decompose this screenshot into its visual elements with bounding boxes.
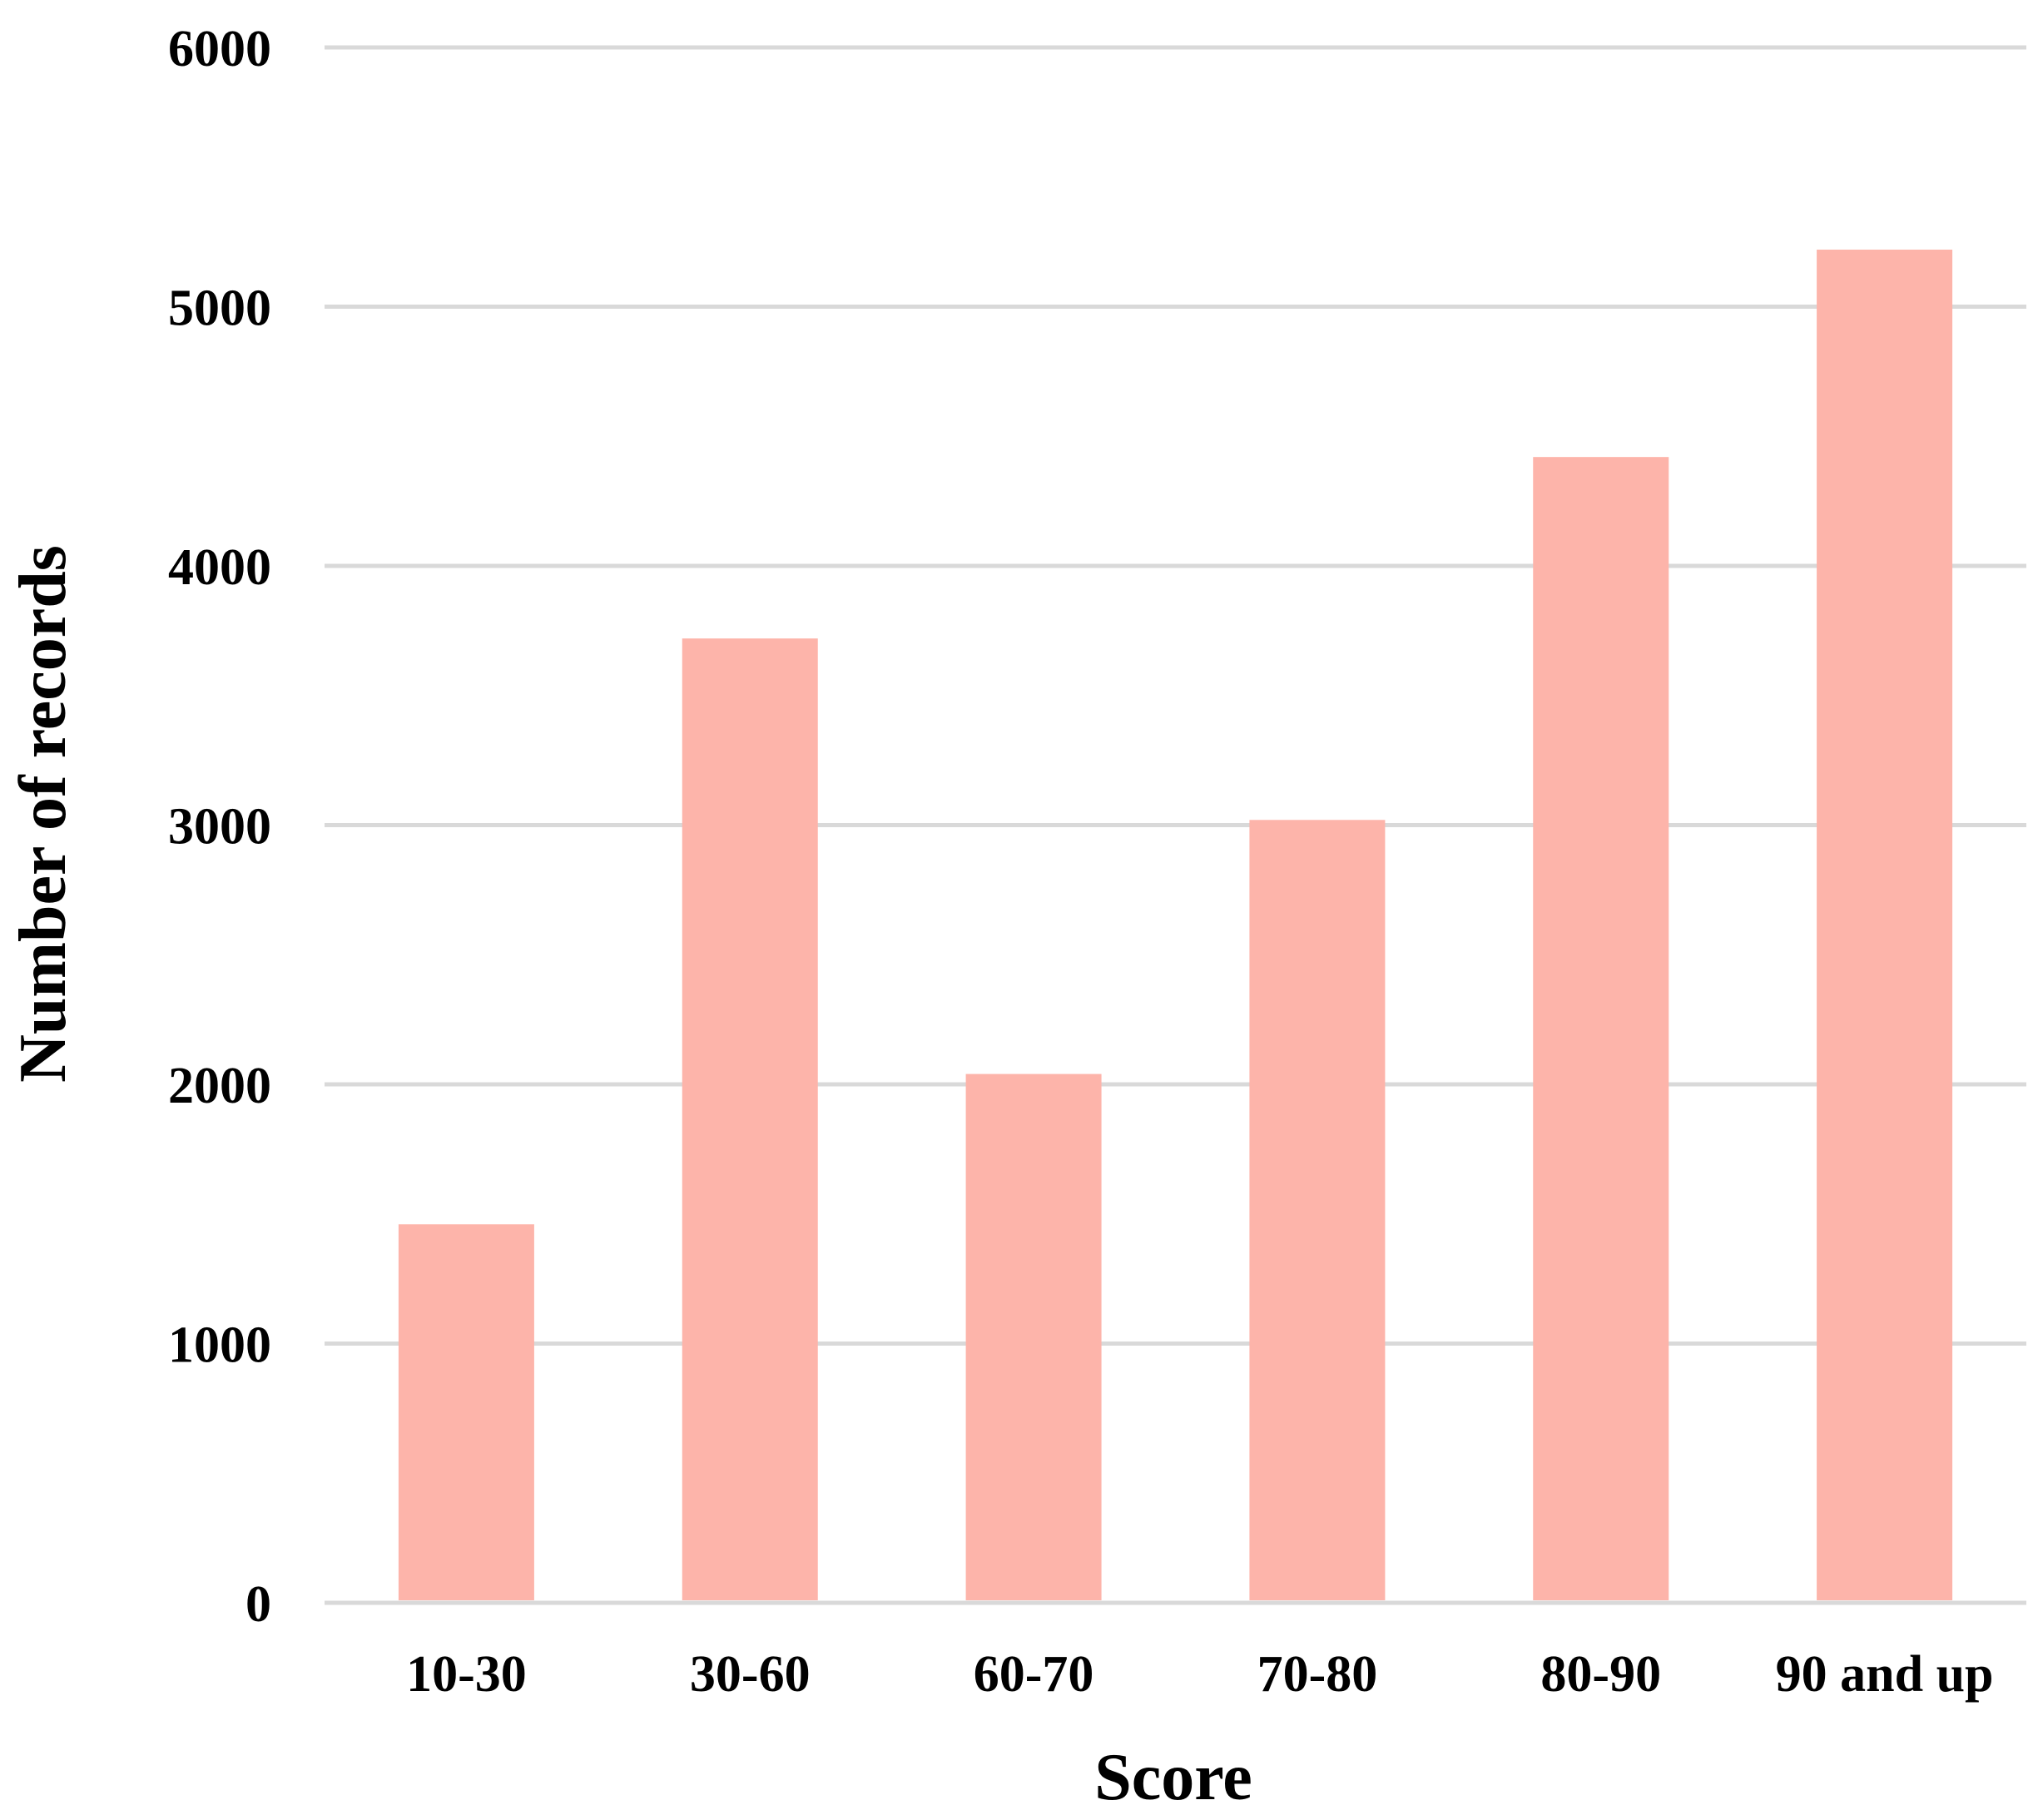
y-tick-label: 6000 <box>168 21 271 77</box>
y-tick-label: 5000 <box>168 280 271 337</box>
bar-90-and-up <box>1817 249 1953 1601</box>
bar-10-30 <box>398 1224 534 1600</box>
x-axis-ticks: 10-30 30-60 60-70 70-80 80-90 90 and up <box>406 1646 1993 1703</box>
y-tick-label: 1000 <box>168 1317 271 1374</box>
y-tick-label: 4000 <box>168 539 271 596</box>
x-tick-label: 10-30 <box>406 1646 527 1703</box>
bar-30-60 <box>682 638 818 1600</box>
bars <box>398 249 1953 1601</box>
x-tick-label: 90 and up <box>1776 1646 1994 1703</box>
y-tick-label: 3000 <box>168 799 271 855</box>
x-tick-label: 80-90 <box>1540 1646 1661 1703</box>
x-tick-label: 70-80 <box>1257 1646 1378 1703</box>
gridlines <box>325 45 2026 1605</box>
y-tick-label: 2000 <box>168 1058 271 1114</box>
bar-70-80 <box>1249 820 1386 1600</box>
bar-60-70 <box>965 1074 1102 1600</box>
y-axis-title: Number of records <box>7 545 80 1083</box>
y-tick-label: 0 <box>245 1576 271 1633</box>
bar-80-90 <box>1533 457 1669 1601</box>
x-tick-label: 30-60 <box>690 1646 811 1703</box>
x-tick-label: 60-70 <box>974 1646 1094 1703</box>
y-axis-ticks: 0 1000 2000 3000 4000 5000 6000 <box>168 21 271 1633</box>
x-axis-title: Score <box>1094 1741 1252 1814</box>
